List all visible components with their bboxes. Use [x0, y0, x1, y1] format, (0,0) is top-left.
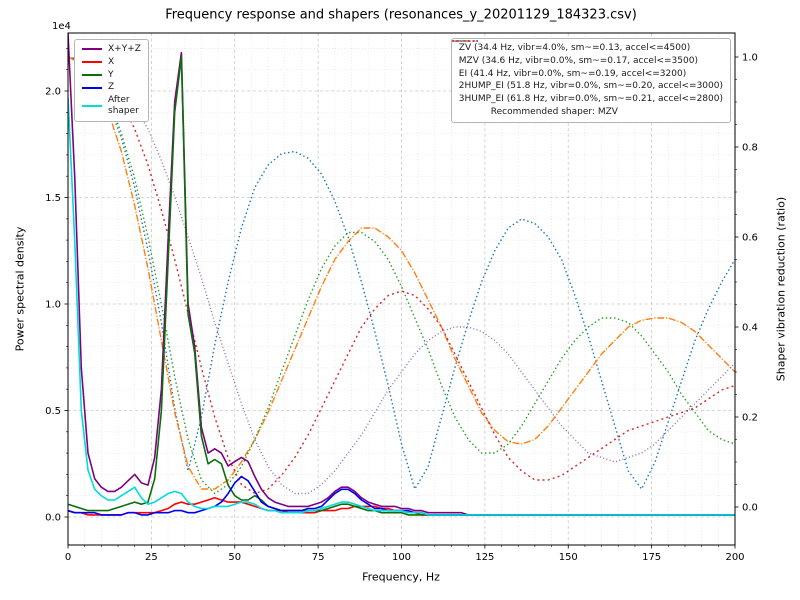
- y-right-tick-label: 0.2: [742, 413, 758, 424]
- legend-item-EI: EI (41.4 Hz, vibr=0.0%, sm~=0.19, accel<…: [451, 40, 723, 80]
- y-axis-label-left: Power spectral density: [13, 226, 27, 352]
- legend-psd: X+Y+Z X Y Z After shaper: [74, 39, 149, 122]
- legend-label: 2HUMP_EI (51.8 Hz, vibr=0.0%, sm~=0.20, …: [458, 81, 723, 92]
- y-left-tick-label: 0.0: [45, 513, 61, 524]
- legend-line-sample: [451, 40, 478, 42]
- legend-recommended-shaper: Recommended shaper: MZV: [459, 107, 723, 118]
- y-left-tick-label: 1.0: [45, 300, 61, 311]
- legend-line-sample: [82, 86, 102, 89]
- legend-label: Z: [108, 82, 115, 93]
- legend-item-after-shaper: After shaper: [82, 95, 141, 117]
- x-tick-label: 100: [392, 552, 411, 563]
- y-left-tick-label: 2.0: [45, 87, 61, 98]
- x-tick-label: 75: [312, 552, 325, 563]
- legend-item-y: Y: [82, 70, 141, 81]
- legend-line-sample: [82, 48, 102, 51]
- legend-item-MZV: MZV (34.6 Hz, vibr=0.0%, sm~=0.17, accel…: [451, 40, 723, 67]
- legend-line-sample: [82, 61, 102, 64]
- curve-2HUMP_EI: [68, 56, 735, 495]
- legend-shapers: ZV (34.4 Hz, vibr=4.0%, sm~=0.13, accel<…: [450, 38, 731, 123]
- axis-ticks: 0 25 50 75 100 125 150 175 200 0.0 0.5 1.0 1.5 2.0 0.0…: [45, 48, 758, 563]
- y-axis-offset-text: 1e4: [52, 21, 71, 32]
- legend-item-x: X: [82, 57, 141, 68]
- legend-label: X: [108, 56, 115, 67]
- chart-title: Frequency response and shapers (resonanc…: [165, 7, 637, 23]
- legend-label: After shaper: [108, 95, 139, 116]
- legend-line-sample: [451, 40, 478, 42]
- y-right-tick-label: 0.6: [742, 233, 758, 244]
- curve-after-shaper: [68, 97, 735, 516]
- legend-label: 3HUMP_EI (61.8 Hz, vibr=0.0%, sm~=0.21, …: [458, 94, 723, 105]
- y-right-tick-label: 1.0: [742, 53, 758, 64]
- x-tick-label: 50: [228, 552, 241, 563]
- y-right-tick-label: 0.4: [742, 323, 758, 334]
- legend-item-3HUMP_EI: 3HUMP_EI (61.8 Hz, vibr=0.0%, sm~=0.21, …: [451, 40, 723, 105]
- legend-label: Y: [108, 69, 114, 80]
- x-axis-label: Frequency, Hz: [362, 570, 440, 584]
- x-tick-label: 175: [642, 552, 661, 563]
- legend-item-ZV: ZV (34.4 Hz, vibr=4.0%, sm~=0.13, accel<…: [451, 40, 723, 54]
- legend-line-sample: [82, 73, 102, 76]
- legend-recommended-label: Recommended shaper: MZV: [490, 106, 618, 117]
- y-left-tick-label: 1.5: [45, 193, 61, 204]
- legend-item-z: Z: [82, 82, 141, 93]
- x-tick-label: 25: [145, 552, 158, 563]
- legend-label: X+Y+Z: [108, 44, 141, 54]
- x-tick-label: 150: [559, 552, 578, 563]
- x-tick-label: 125: [475, 552, 494, 563]
- x-tick-label: 200: [725, 552, 744, 563]
- y-right-tick-label: 0.0: [742, 503, 758, 514]
- y-right-tick-label: 0.8: [742, 143, 758, 154]
- legend-item-2HUMP_EI: 2HUMP_EI (51.8 Hz, vibr=0.0%, sm~=0.20, …: [451, 40, 723, 92]
- legend-label: EI (41.4 Hz, vibr=0.0%, sm~=0.19, accel<…: [458, 68, 687, 79]
- legend-label: MZV (34.6 Hz, vibr=0.0%, sm~=0.17, accel…: [458, 55, 698, 66]
- shaper-curves: [68, 56, 735, 495]
- legend-item-xyz: X+Y+Z: [82, 44, 141, 55]
- x-tick-label: 0: [65, 552, 71, 563]
- legend-line-sample: [82, 104, 102, 107]
- legend-label: ZV (34.4 Hz, vibr=4.0%, sm~=0.13, accel<…: [458, 43, 691, 53]
- y-axis-label-right: Shaper vibration reduction (ratio): [774, 196, 788, 382]
- y-left-tick-label: 0.5: [45, 406, 61, 417]
- grid: [68, 33, 735, 545]
- psd-curves: [68, 33, 735, 516]
